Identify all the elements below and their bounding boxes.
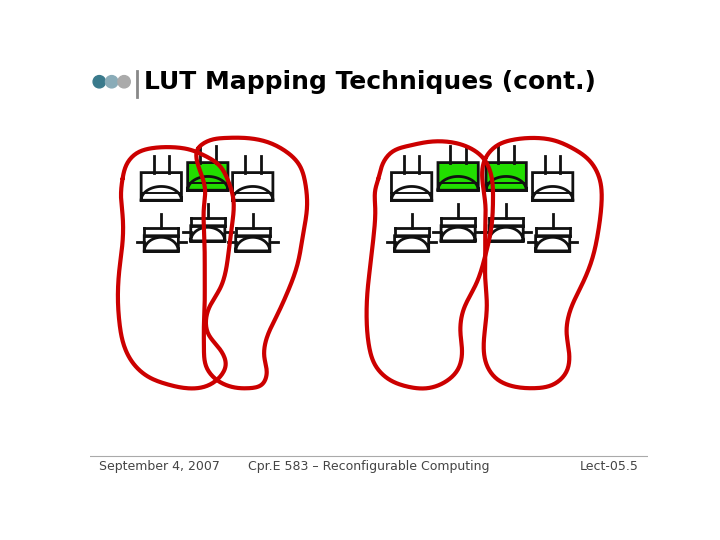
Text: Lect-05.5: Lect-05.5	[580, 460, 639, 473]
Polygon shape	[536, 236, 570, 251]
Polygon shape	[441, 226, 475, 241]
Polygon shape	[188, 163, 228, 190]
Polygon shape	[392, 173, 432, 200]
Polygon shape	[395, 236, 428, 251]
Polygon shape	[486, 163, 526, 190]
Circle shape	[106, 76, 118, 88]
Text: LUT Mapping Techniques (cont.): LUT Mapping Techniques (cont.)	[144, 70, 596, 94]
Polygon shape	[141, 173, 181, 200]
Polygon shape	[489, 226, 523, 241]
Polygon shape	[144, 236, 179, 251]
Circle shape	[93, 76, 106, 88]
Text: September 4, 2007: September 4, 2007	[99, 460, 220, 473]
Polygon shape	[191, 226, 225, 241]
Polygon shape	[533, 173, 573, 200]
Circle shape	[118, 76, 130, 88]
Polygon shape	[438, 163, 478, 190]
Polygon shape	[235, 236, 270, 251]
Polygon shape	[233, 173, 273, 200]
Text: Cpr.E 583 – Reconfigurable Computing: Cpr.E 583 – Reconfigurable Computing	[248, 460, 490, 473]
